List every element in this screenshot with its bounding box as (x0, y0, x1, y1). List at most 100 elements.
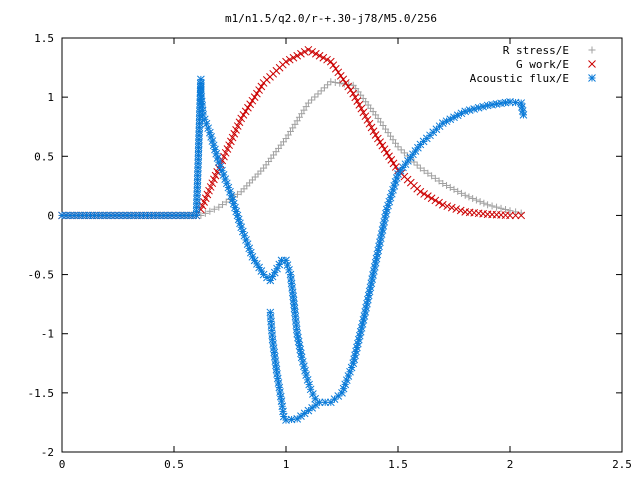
data-point (300, 362, 308, 371)
data-point (461, 191, 469, 199)
data-point (416, 187, 425, 196)
y-tick-label: 1.5 (34, 32, 54, 45)
data-point (329, 61, 338, 70)
data-point (291, 120, 299, 128)
data-point (284, 131, 292, 139)
data-point (336, 79, 344, 87)
legend-label: G work/E (516, 58, 569, 71)
data-point (480, 199, 488, 207)
data-point (384, 129, 392, 137)
data-point (424, 169, 432, 177)
data-point (221, 148, 230, 157)
data-point (502, 206, 510, 214)
data-point (230, 129, 239, 138)
data-point (202, 119, 211, 128)
data-point (484, 201, 492, 209)
data-point (413, 161, 421, 169)
data-point (295, 341, 304, 350)
data-point (382, 125, 390, 133)
data-point (387, 155, 396, 164)
data-point (488, 202, 496, 210)
data-point (397, 146, 405, 154)
legend-marker (588, 60, 596, 68)
data-point (363, 116, 372, 124)
data-point (389, 159, 398, 168)
legend-label: R stress/E (503, 44, 569, 57)
data-point (298, 357, 307, 366)
data-point (200, 198, 208, 206)
data-point (278, 402, 287, 411)
data-point (346, 86, 355, 94)
data-point (363, 295, 372, 304)
data-point (470, 105, 479, 113)
data-point (293, 51, 302, 60)
data-point (295, 113, 303, 121)
data-point (314, 90, 322, 98)
data-point (213, 168, 222, 176)
data-point (293, 117, 301, 125)
data-point (257, 82, 266, 91)
data-point (208, 179, 217, 188)
data-point (250, 93, 259, 101)
data-point (213, 154, 222, 162)
data-point (389, 136, 397, 144)
data-point (439, 179, 447, 187)
data-point (289, 53, 298, 62)
data-point (301, 366, 309, 375)
data-point (435, 177, 443, 185)
data-point (394, 143, 402, 151)
data-point (506, 211, 514, 220)
data-point (382, 148, 391, 157)
x-tick-label: 1.5 (388, 458, 408, 471)
data-point (227, 137, 235, 146)
data-point (373, 134, 382, 143)
data-point (420, 167, 428, 175)
data-point (378, 141, 387, 150)
data-point (474, 103, 483, 112)
data-point (493, 203, 501, 211)
data-point (225, 141, 233, 150)
data-point (222, 198, 230, 206)
data-point (241, 107, 250, 116)
data-point (400, 149, 408, 157)
data-point (311, 93, 319, 101)
data-point (420, 190, 428, 198)
y-tick-label: -0.5 (28, 269, 55, 282)
data-point (194, 143, 203, 152)
data-point (323, 55, 331, 64)
data-point (286, 127, 294, 135)
data-point (232, 126, 240, 134)
data-point (465, 193, 473, 201)
data-point (438, 200, 447, 209)
data-point (214, 158, 223, 167)
data-point (308, 47, 316, 56)
data-point (282, 57, 290, 66)
data-point (410, 158, 418, 166)
data-point (379, 122, 387, 130)
data-point (469, 194, 477, 202)
data-point (294, 337, 303, 346)
data-point (305, 380, 314, 389)
data-point (339, 384, 348, 393)
y-tick-label: 1 (47, 91, 54, 104)
y-tick-label: -1 (41, 328, 54, 341)
data-point (443, 202, 452, 211)
data-point (285, 55, 294, 64)
data-point (519, 111, 528, 119)
data-point (331, 78, 339, 86)
data-point (380, 145, 389, 154)
data-point (311, 394, 319, 403)
x-tick-label: 0 (59, 458, 66, 471)
y-tick-label: 0 (47, 209, 54, 222)
data-point (446, 183, 454, 191)
data-point (428, 172, 436, 180)
data-point (297, 49, 305, 58)
data-point (450, 185, 458, 193)
data-point (210, 175, 218, 184)
data-point (351, 93, 360, 102)
data-point (282, 256, 290, 265)
data-point (211, 171, 220, 180)
x-tick-label: 2 (507, 458, 514, 471)
data-point (357, 104, 366, 113)
